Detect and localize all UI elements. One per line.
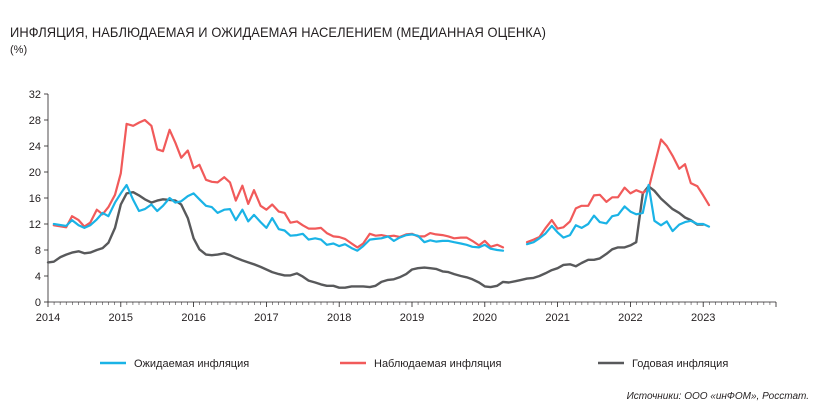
x-tick-label: 2020 [473,312,497,324]
y-tick-label: 24 [29,141,41,153]
x-tick-label: 2018 [327,312,351,324]
y-tick-label: 28 [29,115,41,127]
y-tick-label: 16 [29,193,41,205]
chart-title: ИНФЛЯЦИЯ, НАБЛЮДАЕМАЯ И ОЖИДАЕМАЯ НАСЕЛЕ… [10,24,546,40]
series-line-2 [52,118,711,249]
x-tick-label: 2015 [109,312,133,324]
x-tick-label: 2017 [254,312,278,324]
series-line-1 [52,183,711,252]
y-tick-label: 0 [35,297,41,309]
series-line-3 [46,185,705,289]
y-tick-label: 32 [29,89,41,101]
x-tick-label: 2023 [691,312,715,324]
x-tick-label: 2019 [400,312,424,324]
legend-label: Годовая инфляция [632,358,728,370]
y-unit-label: (%) [10,44,28,56]
x-tick-label: 2014 [36,312,60,324]
x-tick-label: 2022 [618,312,642,324]
source-note: Источники: ООО «инФОМ», Росстат. [626,391,809,402]
legend-label: Ожидаемая инфляция [134,358,249,370]
y-tick-label: 20 [29,167,41,179]
y-tick-label: 8 [35,245,41,257]
y-tick-label: 4 [35,271,41,283]
x-tick-label: 2021 [545,312,569,324]
y-tick-label: 12 [29,219,41,231]
legend-label: Наблюдаемая инфляция [374,358,501,370]
x-tick-label: 2016 [181,312,205,324]
